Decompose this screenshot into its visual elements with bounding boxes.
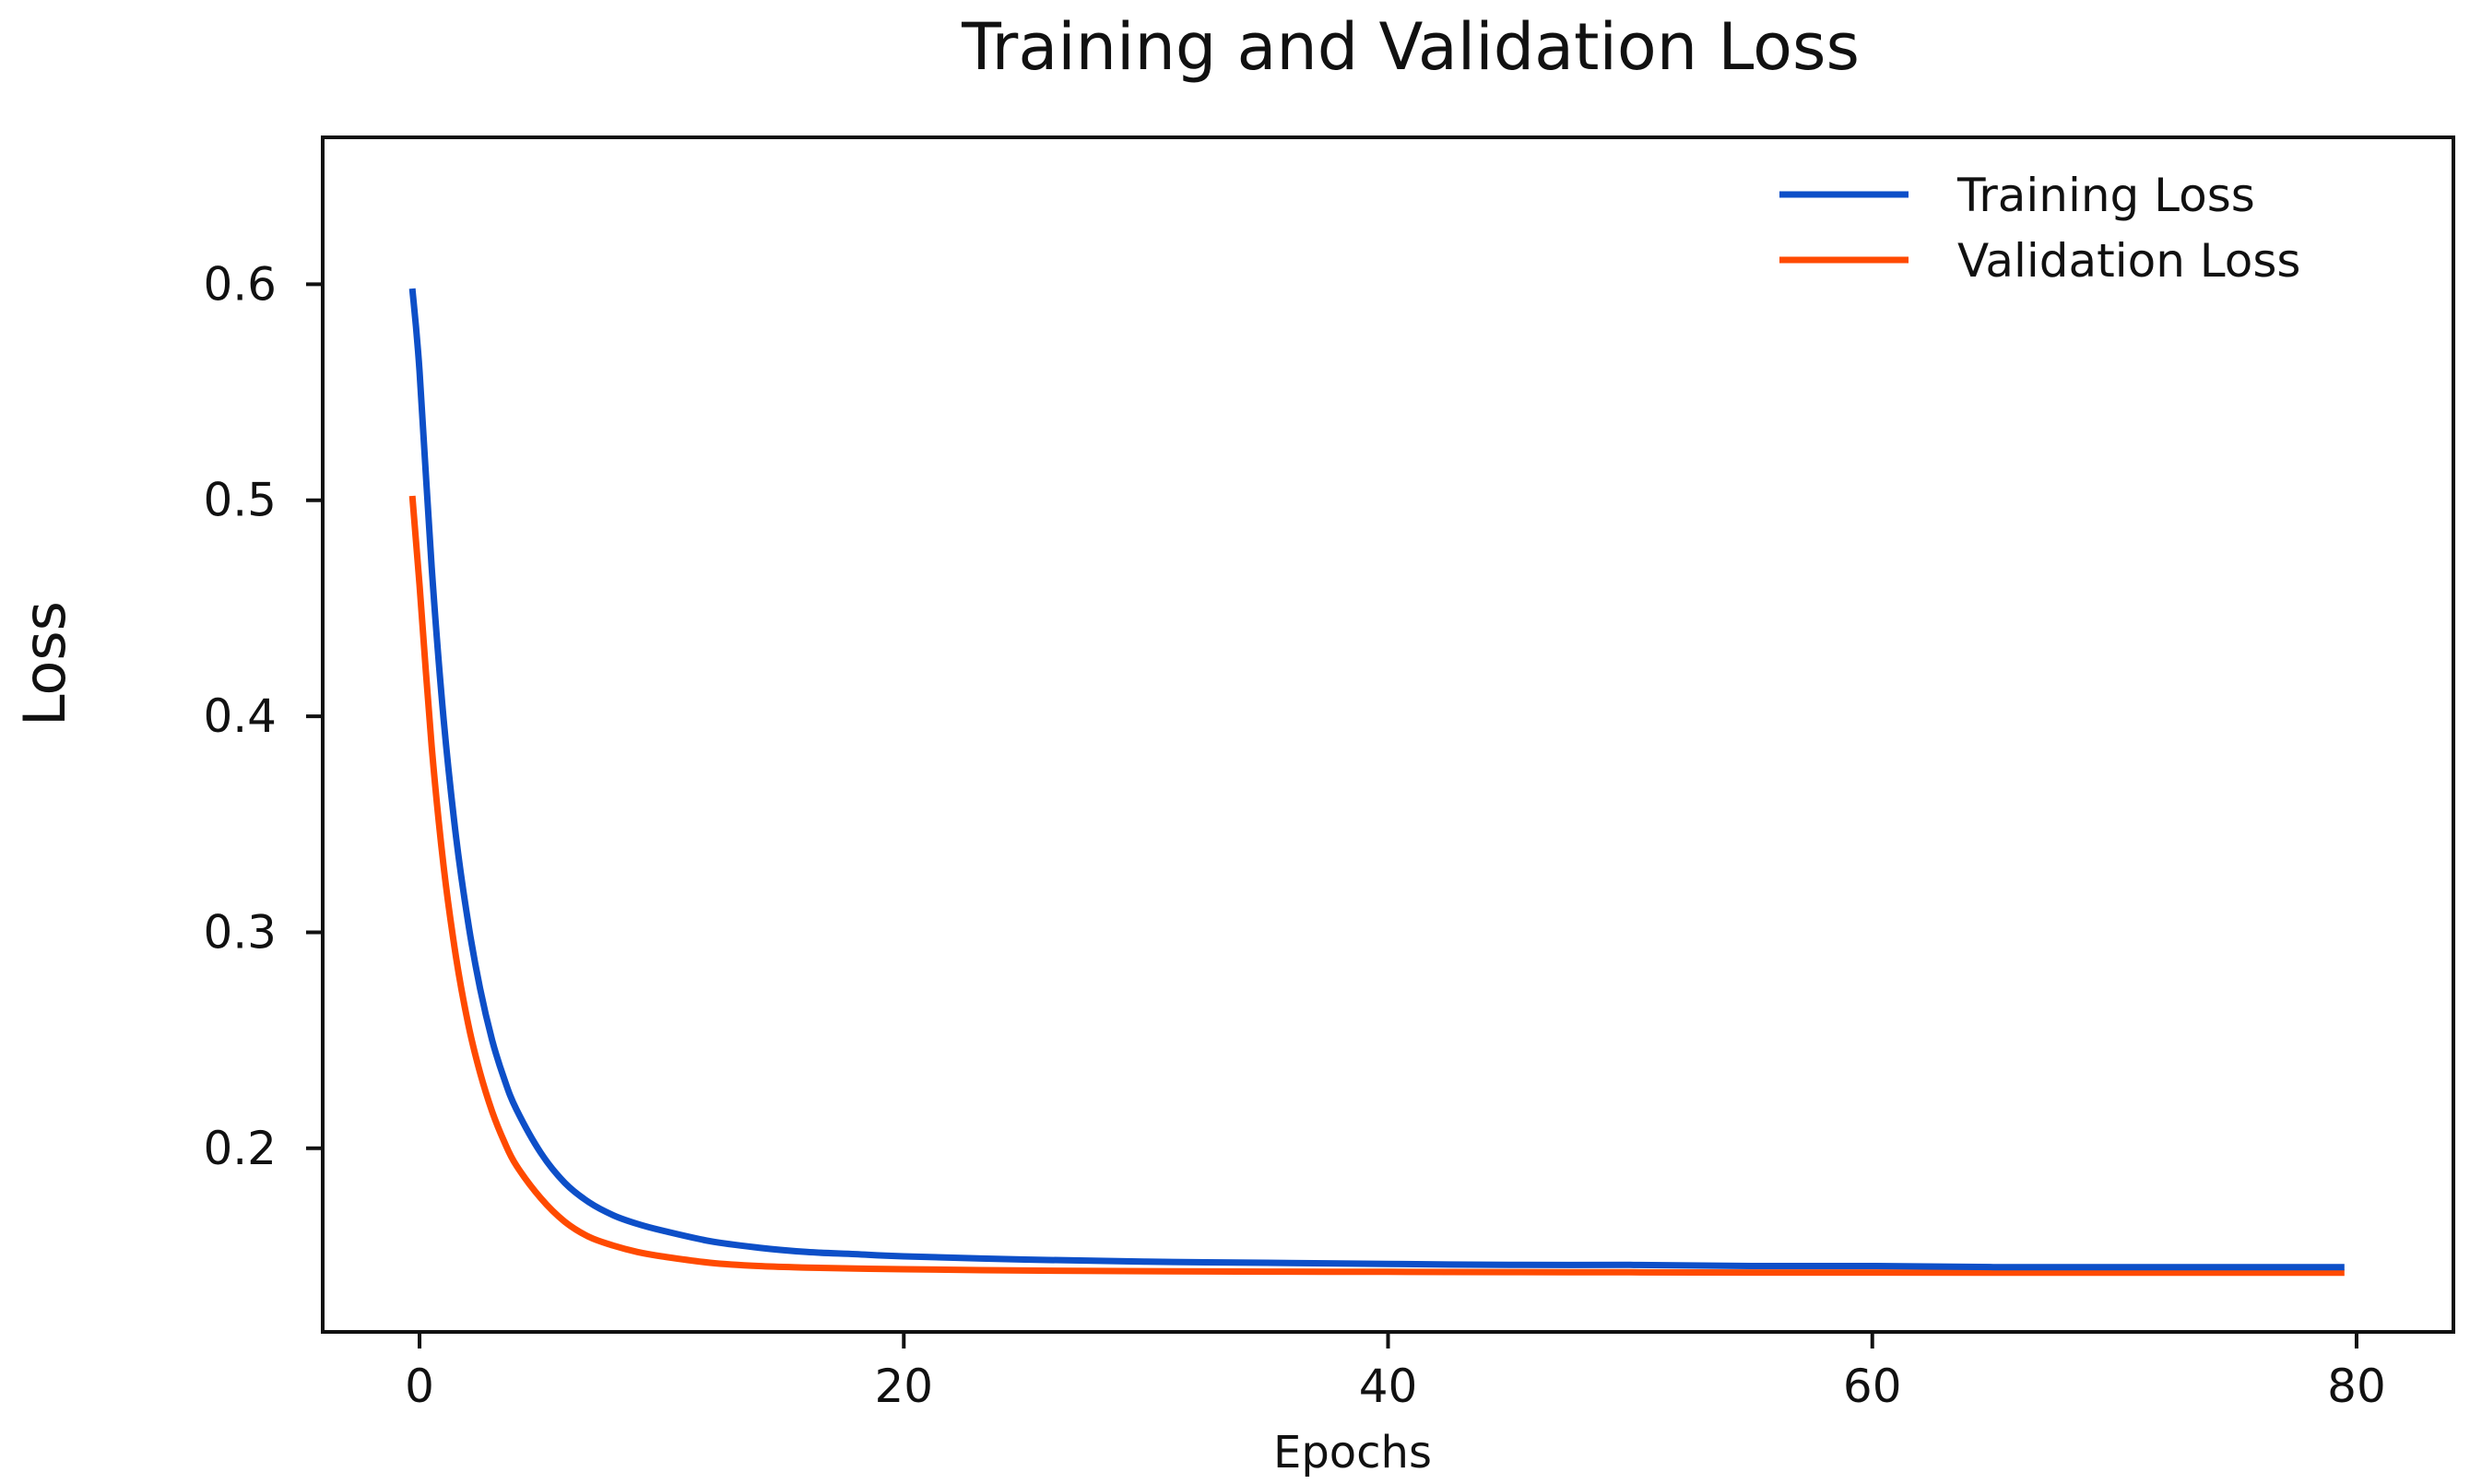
y-tick-label: 0.6	[203, 257, 277, 311]
x-tick-label: 0	[405, 1360, 434, 1413]
legend-label-training-loss: Training Loss	[1956, 169, 2255, 222]
x-axis-label: Epochs	[1273, 1427, 1432, 1478]
legend-label-validation-loss: Validation Loss	[1957, 234, 2300, 288]
y-axis-label: Loss	[11, 601, 78, 726]
x-axis: 0 20 40 60 80	[405, 1332, 2386, 1413]
series-group	[408, 288, 2345, 1277]
y-tick-label: 0.3	[203, 905, 277, 959]
validation-loss-line	[408, 495, 2345, 1277]
x-tick-label: 40	[1359, 1360, 1418, 1413]
y-axis: 0.2 0.3 0.4 0.5 0.6	[203, 257, 323, 1175]
y-tick-label: 0.5	[203, 474, 277, 527]
x-tick-label: 20	[874, 1360, 933, 1413]
x-tick-label: 80	[2327, 1360, 2386, 1413]
y-tick-label: 0.4	[203, 689, 277, 743]
y-tick-label: 0.2	[203, 1122, 277, 1175]
legend: Training Loss Validation Loss	[1779, 169, 2300, 288]
x-tick-label: 60	[1843, 1360, 1902, 1413]
plot-frame	[321, 135, 2455, 1334]
training-loss-line	[408, 288, 2345, 1271]
chart-title: Training and Validation Loss	[961, 9, 1860, 85]
